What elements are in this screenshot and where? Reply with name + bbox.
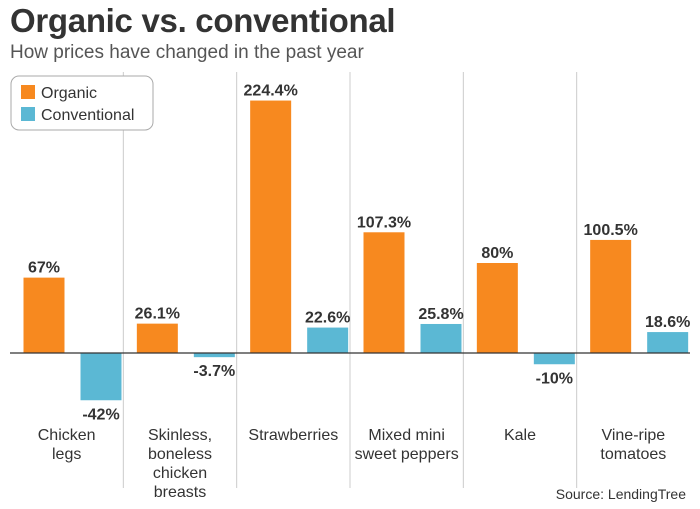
bar-conventional [420, 323, 462, 353]
value-label-organic: 26.1% [135, 306, 180, 323]
category-label: tomatoes [600, 446, 666, 463]
category-label: boneless [148, 446, 212, 463]
value-label-conventional: 25.8% [418, 306, 463, 323]
bar-organic [476, 263, 518, 353]
category-label: Kale [504, 427, 536, 444]
legend-swatch-organic [21, 85, 35, 99]
legend-swatch-conventional [21, 107, 35, 121]
bar-conventional [307, 327, 349, 353]
bar-conventional [193, 353, 235, 358]
bar-organic [136, 323, 178, 353]
bar-organic [250, 100, 292, 353]
chart-subtitle: How prices have changed in the past year [10, 42, 364, 63]
bar-organic [590, 239, 632, 353]
category-label: Mixed mini [368, 427, 444, 444]
group-separators [122, 72, 578, 488]
value-label-conventional: -10% [536, 370, 573, 387]
legend-label-conventional: Conventional [41, 107, 134, 124]
value-label-conventional: -42% [82, 406, 119, 423]
bar-organic [23, 277, 65, 353]
bar-conventional [533, 353, 575, 365]
value-labels: 67% -42% 26.1% -3.7% 224.4% 22.6% 107.3% 25.8% 8… [28, 83, 690, 424]
category-label: legs [52, 446, 81, 463]
value-label-organic: 107.3% [357, 214, 411, 231]
category-labels: Chicken legs Skinless, boneless chicken breas… [38, 427, 666, 501]
value-label-conventional: 18.6% [645, 314, 690, 331]
source-note: Source: LendingTree [555, 486, 686, 502]
value-label-organic: 80% [481, 245, 513, 262]
category-label: breasts [154, 484, 206, 501]
value-label-conventional: 22.6% [305, 310, 350, 327]
value-label-conventional: -3.7% [193, 363, 235, 380]
category-label: Vine-ripe [601, 427, 665, 444]
value-label-organic: 67% [28, 260, 60, 277]
bar-conventional [647, 332, 689, 353]
legend-label-organic: Organic [41, 85, 97, 102]
value-label-organic: 100.5% [584, 222, 638, 239]
bar-conventional [80, 353, 122, 401]
bars [23, 100, 689, 401]
category-label: sweet peppers [355, 446, 459, 463]
category-label: Chicken [38, 427, 96, 444]
category-label: chicken [153, 465, 207, 482]
bar-organic [363, 232, 405, 353]
category-label: Strawberries [248, 427, 338, 444]
chart-title: Organic vs. conventional [10, 2, 396, 39]
legend: Organic Conventional [10, 75, 154, 131]
value-label-organic: 224.4% [244, 83, 298, 100]
legend-box [10, 75, 154, 131]
category-label: Skinless, [148, 427, 212, 444]
